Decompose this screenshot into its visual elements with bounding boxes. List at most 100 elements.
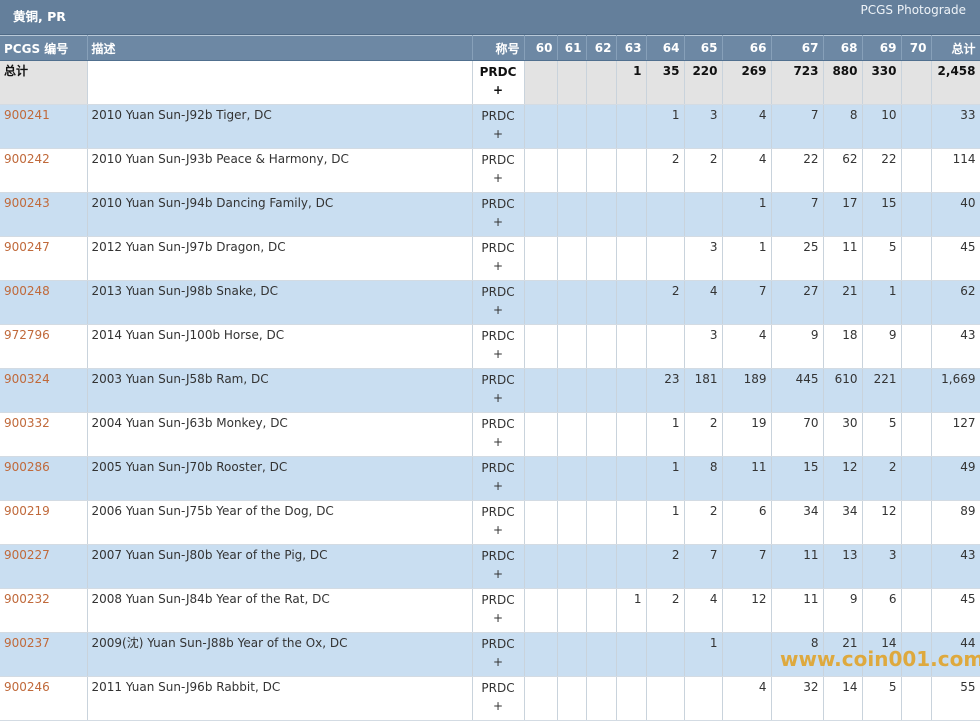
pcgs-number-link[interactable]: 900246 [4, 680, 50, 694]
pcgs-number-link[interactable]: 900243 [4, 196, 50, 210]
grade-count-cell [901, 236, 932, 281]
pcgs-number-link[interactable]: 900219 [4, 504, 50, 518]
coin-description: 2009(沈) Yuan Sun-J88b Year of the Ox, DC [87, 632, 473, 677]
grade-count-cell [616, 632, 647, 677]
col-header-total[interactable]: 总计 [931, 35, 980, 61]
designation-text: PRDC [481, 329, 515, 343]
pcgs-number-link[interactable]: 900242 [4, 152, 50, 166]
grade-count-cell [616, 236, 647, 281]
row-total: 43 [931, 544, 980, 589]
grade-count-cell [901, 148, 932, 193]
grade-count-cell: 5 [862, 676, 902, 721]
col-header-grade[interactable]: 66 [722, 35, 772, 61]
col-header-pcgs-no[interactable]: PCGS 编号 [0, 35, 88, 61]
pcgs-number-cell: 900243 [0, 192, 88, 237]
pcgs-number-link[interactable]: 900324 [4, 372, 50, 386]
table-row: 900227 2007 Yuan Sun-J80b Year of the Pig… [0, 544, 980, 589]
plus-text: + [492, 347, 504, 361]
designation-text: PRDC [481, 505, 515, 519]
totals-label: 总计 [0, 60, 88, 105]
grade-count-cell [616, 500, 647, 545]
pcgs-number-cell: 900332 [0, 412, 88, 457]
col-header-grade[interactable]: 67 [771, 35, 824, 61]
pcgs-number-cell: 900237 [0, 632, 88, 677]
col-header-grade[interactable]: 68 [823, 35, 863, 61]
designation-cell: PRDC + [472, 412, 525, 457]
row-total: 62 [931, 280, 980, 325]
grade-count-cell [586, 192, 617, 237]
pcgs-number-link[interactable]: 900241 [4, 108, 50, 122]
population-table: PCGS 编号 描述 称号 60 61 62 63 64 65 66 67 68… [0, 35, 980, 721]
designation-cell: PRDC + [472, 324, 525, 369]
grade-count-cell: 3 [684, 236, 723, 281]
pcgs-number-link[interactable]: 900286 [4, 460, 50, 474]
grade-count-cell [524, 324, 558, 369]
grade-count-cell [557, 104, 587, 149]
grade-count-cell [524, 588, 558, 633]
grade-count-cell: 221 [862, 368, 902, 413]
pcgs-number-cell: 972796 [0, 324, 88, 369]
table-row: 900286 2005 Yuan Sun-J70b Rooster, DC PRDC… [0, 456, 980, 501]
pcgs-number-link[interactable]: 900248 [4, 284, 50, 298]
grade-count-cell [901, 324, 932, 369]
grade-count-cell: 1 [646, 412, 685, 457]
grade-count-cell [524, 500, 558, 545]
totals-grade-cell: 35 [646, 60, 685, 105]
col-header-grade[interactable]: 60 [524, 35, 558, 61]
designation-text: PRDC [481, 285, 515, 299]
col-header-grade[interactable]: 62 [586, 35, 617, 61]
grade-count-cell [616, 148, 647, 193]
table-row: 900237 2009(沈) Yuan Sun-J88b Year of the … [0, 632, 980, 677]
col-header-description[interactable]: 描述 [87, 35, 473, 61]
designation-text: PRDC [481, 637, 515, 651]
pcgs-number-link[interactable]: 900332 [4, 416, 50, 430]
table-row: 900219 2006 Yuan Sun-J75b Year of the Dog… [0, 500, 980, 545]
grade-count-cell [684, 192, 723, 237]
grade-count-cell: 8 [684, 456, 723, 501]
col-header-grade[interactable]: 61 [557, 35, 587, 61]
grade-count-cell: 12 [722, 588, 772, 633]
col-header-grade[interactable]: 69 [862, 35, 902, 61]
designation-cell: PRDC + [472, 456, 525, 501]
col-header-grade[interactable]: 70 [901, 35, 932, 61]
row-total: 45 [931, 236, 980, 281]
grade-count-cell: 1 [646, 456, 685, 501]
grade-count-cell: 1 [722, 192, 772, 237]
grade-count-cell: 9 [823, 588, 863, 633]
col-header-designation[interactable]: 称号 [472, 35, 525, 61]
pcgs-number-cell: 900324 [0, 368, 88, 413]
totals-grade-cell: 1 [616, 60, 647, 105]
pcgs-number-cell: 900286 [0, 456, 88, 501]
grade-count-cell: 1 [862, 280, 902, 325]
grade-count-cell [524, 412, 558, 457]
grade-count-cell [586, 676, 617, 721]
col-header-grade[interactable]: 63 [616, 35, 647, 61]
coin-description: 2013 Yuan Sun-J98b Snake, DC [87, 280, 473, 325]
grade-count-cell: 30 [823, 412, 863, 457]
pcgs-number-link[interactable]: 900237 [4, 636, 50, 650]
grade-count-cell [524, 280, 558, 325]
grade-count-cell [586, 500, 617, 545]
plus-text: + [492, 215, 504, 229]
plus-text: + [492, 479, 504, 493]
pcgs-number-link[interactable]: 900232 [4, 592, 50, 606]
designation-cell: PRDC + [472, 148, 525, 193]
grade-count-cell: 2 [646, 280, 685, 325]
grade-count-cell [586, 632, 617, 677]
totals-grade-cell [557, 60, 587, 105]
pcgs-number-cell: 900219 [0, 500, 88, 545]
grade-count-cell: 21 [823, 632, 863, 677]
grade-count-cell: 15 [862, 192, 902, 237]
pcgs-number-link[interactable]: 972796 [4, 328, 50, 342]
grade-count-cell [524, 368, 558, 413]
col-header-grade[interactable]: 64 [646, 35, 685, 61]
pcgs-number-cell: 900247 [0, 236, 88, 281]
coin-description: 2008 Yuan Sun-J84b Year of the Rat, DC [87, 588, 473, 633]
pcgs-number-link[interactable]: 900247 [4, 240, 50, 254]
col-header-grade[interactable]: 65 [684, 35, 723, 61]
grade-count-cell: 181 [684, 368, 723, 413]
grade-count-cell: 5 [862, 236, 902, 281]
coin-description: 2004 Yuan Sun-J63b Monkey, DC [87, 412, 473, 457]
grade-count-cell [901, 280, 932, 325]
pcgs-number-link[interactable]: 900227 [4, 548, 50, 562]
